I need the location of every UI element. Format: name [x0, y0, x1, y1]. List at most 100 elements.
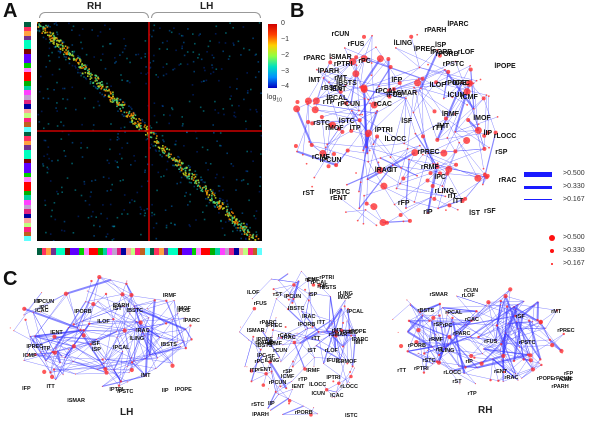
panel-letter-a: A	[3, 0, 18, 22]
strip-segment	[65, 248, 70, 255]
node-label: rRAC	[504, 375, 519, 382]
node-label: rCMF	[311, 153, 330, 161]
strip-segment	[24, 126, 31, 132]
node-label: rPREC	[557, 328, 575, 335]
node-label: lPCAL	[113, 345, 130, 352]
node-label: rMT	[331, 327, 342, 334]
node-label: rSF	[265, 353, 275, 360]
node-label: rSF	[483, 208, 496, 216]
node-legend-label: >0.167	[563, 260, 585, 267]
strip-segment	[135, 248, 141, 255]
node-label: lMOF	[473, 114, 491, 122]
node-label: rPSTC	[442, 61, 465, 69]
node-label: rIP	[267, 341, 275, 348]
strip-segment	[233, 248, 239, 255]
node-label: lBSTS	[160, 341, 177, 348]
strip-segment	[154, 248, 159, 255]
node-label: rRMF	[428, 337, 444, 344]
node-label: lLOF	[97, 319, 110, 326]
node-legend-large	[549, 235, 555, 241]
colorbar-tick: 0	[281, 20, 285, 27]
strip-segment	[24, 99, 31, 105]
node-label: lFUS	[326, 357, 340, 364]
strip-segment	[191, 248, 197, 255]
node-label: rPORB	[435, 50, 459, 58]
strip-segment	[24, 85, 31, 91]
node-label: rPARC	[259, 319, 277, 326]
node-label: rLOCC	[340, 384, 358, 391]
node-label: rTP	[298, 376, 308, 383]
node-label: lPREC	[265, 323, 283, 330]
strip-segment	[24, 63, 31, 68]
node-label: rCMF	[305, 277, 320, 284]
lh-label: LH	[200, 1, 214, 12]
node-label: lCMF	[280, 373, 295, 380]
node-label: lSP	[92, 347, 101, 354]
node-label: lMOF	[177, 305, 191, 312]
node-label: rCAC	[374, 101, 392, 109]
strip-segment	[24, 181, 31, 187]
node-label: lST	[113, 306, 122, 313]
strip-segment	[24, 190, 31, 196]
node-label: lSMAR	[329, 54, 352, 62]
node-label: lPCAL	[326, 94, 348, 102]
node-label: rMT	[334, 74, 348, 82]
node-label: rRAC	[281, 335, 296, 342]
strip-segment	[168, 248, 173, 255]
strip-segment	[112, 248, 117, 255]
strip-segment	[74, 248, 80, 255]
node-label: lPTRI	[374, 127, 393, 135]
strip-segment	[24, 231, 31, 237]
node-label: lPCAL	[347, 309, 364, 315]
node-label: lSTC	[345, 413, 358, 420]
node-label: rCUN	[331, 31, 350, 39]
strip-segment	[97, 248, 103, 255]
strip-segment	[46, 248, 52, 255]
lh-view-caption: LH	[120, 407, 134, 418]
matrix-row-color-strip	[24, 22, 31, 241]
strip-segment	[24, 218, 31, 223]
rh-view-caption: RH	[478, 405, 493, 416]
node-label: rPTRI	[319, 275, 334, 282]
node-label: lFUS	[177, 308, 190, 315]
strip-segment	[24, 131, 31, 137]
node-label: rSTC	[422, 358, 436, 365]
node-label: lCMF	[23, 352, 37, 359]
node-label: lPREC	[413, 46, 436, 54]
node-label: rFUS	[253, 301, 267, 308]
strip-segment	[24, 49, 31, 54]
node-label: rMOF	[342, 358, 357, 365]
node-label: lPREC	[26, 344, 44, 351]
edge-legend-label: >0.500	[563, 170, 585, 177]
strip-segment	[24, 158, 31, 164]
node-label: rPREC	[340, 330, 358, 337]
strip-segment	[24, 81, 31, 86]
strip-segment	[24, 122, 31, 127]
strip-segment	[24, 22, 31, 27]
node-label: rLOCC	[493, 133, 517, 141]
strip-segment	[24, 222, 31, 228]
node-label: lPOPE	[256, 337, 274, 344]
node-label: rST	[302, 189, 315, 197]
node-label: lPTRI	[109, 387, 124, 394]
node-label: lPORB	[297, 321, 316, 328]
strip-segment	[24, 40, 31, 45]
strip-segment	[24, 108, 31, 114]
node-label: rPC	[254, 358, 265, 365]
strip-segment	[224, 248, 230, 255]
node-label: lCAC	[330, 392, 344, 399]
edge-legend-thick	[524, 172, 552, 177]
node-label: lLOCC	[384, 135, 407, 143]
strip-segment	[24, 145, 31, 150]
node-label: lSF	[401, 117, 413, 125]
node-label: lPC	[39, 305, 49, 312]
node-label: lPORB	[430, 48, 453, 56]
node-label: lLING	[393, 40, 413, 48]
node-label: rPCUN	[268, 380, 287, 387]
strip-segment	[252, 248, 258, 255]
strip-segment	[24, 31, 31, 36]
node-label: lMT	[308, 77, 321, 85]
strip-segment	[24, 53, 31, 59]
node-label: rPCAL	[445, 310, 463, 317]
node-label: rPCUN	[553, 376, 572, 383]
